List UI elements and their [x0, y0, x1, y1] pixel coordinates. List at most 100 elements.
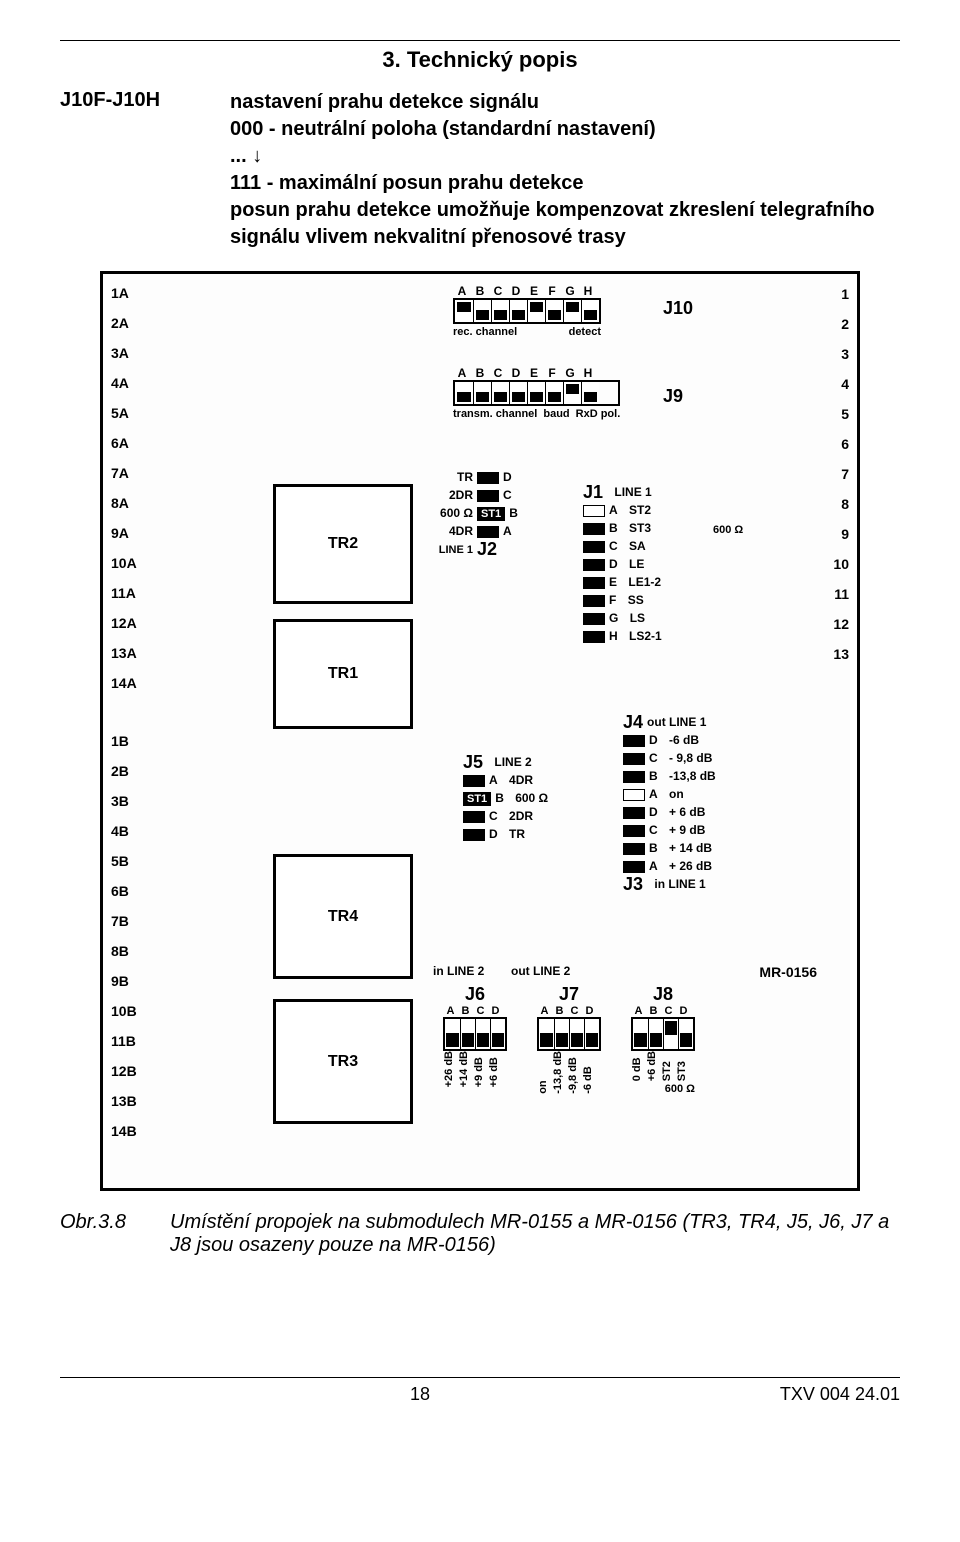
- page-number: 18: [410, 1384, 430, 1405]
- pin-label: 3A: [111, 346, 137, 376]
- dip-switch: [491, 382, 509, 404]
- pin-label: 9: [833, 526, 849, 556]
- pad-icon: [583, 595, 605, 607]
- dip-caption: RxD pol.: [576, 408, 621, 420]
- j1-label: ST2: [629, 504, 651, 517]
- mini-letter: D: [582, 1005, 597, 1017]
- pin-label: 7: [833, 466, 849, 496]
- dip-letter: A: [453, 284, 471, 298]
- dip-switch: [633, 1019, 648, 1049]
- j4j3-label: -13,8 dB: [669, 770, 716, 783]
- dip-switch: [584, 1019, 599, 1049]
- chip-tr4: TR4: [273, 854, 413, 979]
- pad-icon: [623, 861, 645, 873]
- pad-icon: [583, 523, 605, 535]
- j2-row-letter: B: [509, 507, 518, 520]
- jumper-j10-label: J10: [663, 298, 693, 319]
- dip-switch: [455, 300, 473, 322]
- j2-row-letter: C: [503, 489, 512, 502]
- pad-icon: [463, 811, 485, 823]
- j1-letter: C: [609, 540, 618, 553]
- mini-dip-label: +6 dB: [488, 1051, 503, 1087]
- pad-icon: [583, 577, 605, 589]
- jumper-j4-j3: J4out LINE 1 D -6 dBC - 9,8 dBB -13,8 dB…: [623, 714, 716, 894]
- mini-dip-label: +9 dB: [473, 1051, 488, 1087]
- j5-letter: A: [489, 774, 498, 787]
- mini-letter: D: [488, 1005, 503, 1017]
- para-line: 000 - neutrální poloha (standardní nasta…: [230, 116, 900, 143]
- j4j3-letter: B: [649, 770, 658, 783]
- j5-title: LINE 2: [494, 756, 531, 769]
- mini-dip-label: on: [537, 1051, 552, 1094]
- j5-letter: D: [489, 828, 498, 841]
- pad-icon: [463, 829, 485, 841]
- board-diagram: 1A 2A 3A 4A 5A 6A 7A 8A 9A 10A 11A 12A 1…: [100, 271, 860, 1191]
- j1-letter: F: [609, 594, 616, 607]
- pin-label: 13B: [111, 1094, 137, 1124]
- figure-number: Obr.3.8: [60, 1211, 150, 1257]
- pin-label: 3B: [111, 794, 137, 824]
- mini-letter: C: [661, 1005, 676, 1017]
- dip-letter: H: [579, 284, 597, 298]
- j5-label: 600 Ω: [515, 792, 548, 805]
- para-line: posun prahu detekce umožňuje kompenzovat…: [230, 197, 900, 251]
- pin-label: 2A: [111, 316, 137, 346]
- pin-label: 13A: [111, 646, 137, 676]
- pad-icon: [623, 735, 645, 747]
- param-block: J10F-J10H nastavení prahu detekce signál…: [60, 89, 900, 251]
- dip-j10: A B C D E F G H rec. channel detect: [453, 284, 601, 338]
- dip-letter: D: [507, 366, 525, 380]
- pad-icon: [583, 541, 605, 553]
- pin-label: 10A: [111, 556, 137, 586]
- pin-label: 9A: [111, 526, 137, 556]
- dip-caption: detect: [569, 326, 601, 338]
- j2-title: LINE 1: [433, 544, 473, 556]
- mini-dip-label: ST2: [661, 1051, 676, 1081]
- j1-label: LE: [629, 558, 644, 571]
- dip-letter: C: [489, 284, 507, 298]
- in-line2-label: in LINE 2: [433, 964, 484, 978]
- j4-out-label: out LINE 1: [647, 716, 706, 729]
- pin-label: 11: [833, 586, 849, 616]
- j4j3-letter: A: [649, 788, 658, 801]
- dip-switch: [445, 1019, 460, 1049]
- dip-switch: [648, 1019, 663, 1049]
- dip-switch: [554, 1019, 569, 1049]
- j4j3-label: -6 dB: [669, 734, 699, 747]
- dip-caption: rec. channel: [453, 326, 517, 338]
- mini-dip-label: +26 dB: [443, 1051, 458, 1087]
- pin-label: 8B: [111, 944, 137, 974]
- j1-label: ST3: [629, 522, 651, 535]
- chip-tr3: TR3: [273, 999, 413, 1124]
- jumper-j2-label: J2: [477, 540, 497, 560]
- j1-letter: A: [609, 504, 618, 517]
- dip-switch: [569, 1019, 584, 1049]
- pad-icon: [477, 472, 499, 484]
- chip-label: TR3: [328, 1053, 358, 1071]
- j4j3-label: on: [669, 788, 684, 801]
- j1-label: LE1-2: [628, 576, 661, 589]
- param-text: nastavení prahu detekce signálu 000 - ne…: [230, 89, 900, 251]
- dip-letter: G: [561, 366, 579, 380]
- j5-label: TR: [509, 828, 525, 841]
- dip-caption: baud: [543, 408, 569, 420]
- doc-code: TXV 004 24.01: [780, 1384, 900, 1405]
- st1-badge: ST1: [477, 507, 505, 521]
- j2-row-letter: D: [503, 471, 512, 484]
- j1-letter: E: [609, 576, 617, 589]
- j4j3-label: + 9 dB: [669, 824, 705, 837]
- st1-badge: ST1: [463, 792, 491, 806]
- pin-label: 4: [833, 376, 849, 406]
- para-line: ... ↓: [230, 143, 900, 170]
- mini-letter: C: [567, 1005, 582, 1017]
- chip-label: TR1: [328, 665, 358, 683]
- pin-label: 14B: [111, 1124, 137, 1154]
- dip-caption: transm. channel: [453, 408, 537, 420]
- dip-switch: [473, 300, 491, 322]
- chip-tr1: TR1: [273, 619, 413, 729]
- pin-label: 8A: [111, 496, 137, 526]
- mini-letter: B: [552, 1005, 567, 1017]
- pin-label: 13: [833, 646, 849, 676]
- mini-letter: B: [646, 1005, 661, 1017]
- dip-switch: [663, 1019, 678, 1049]
